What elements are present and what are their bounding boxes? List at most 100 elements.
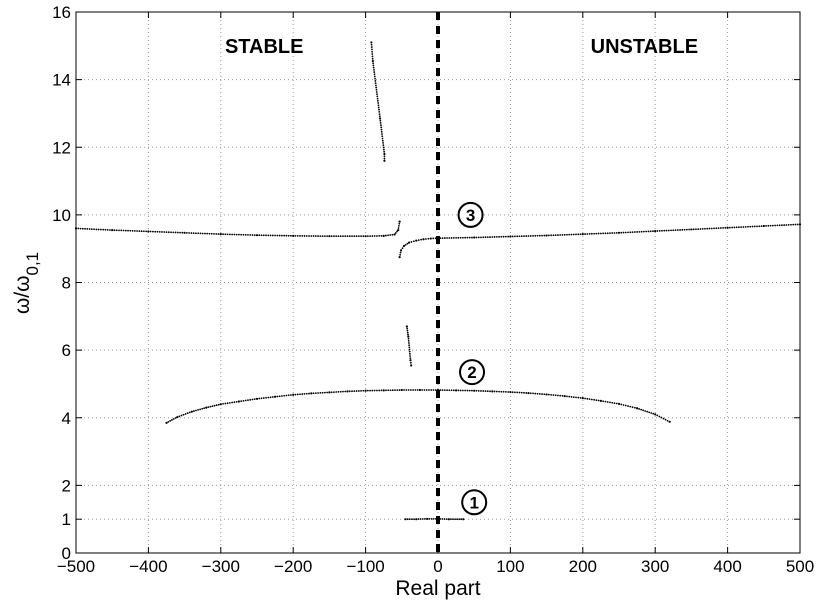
data-point: [171, 419, 173, 421]
data-point: [384, 234, 387, 237]
data-point: [292, 393, 295, 396]
y-axis-label: ω/ω0,1: [11, 252, 42, 314]
data-point: [484, 236, 487, 239]
data-point: [169, 420, 172, 422]
data-point: [570, 233, 573, 236]
data-point: [201, 232, 204, 235]
data-point: [385, 389, 387, 392]
data-point: [638, 230, 641, 233]
y-tick-label: 16: [52, 3, 71, 22]
region-labels: STABLE UNSTABLE: [225, 36, 698, 58]
data-point: [102, 228, 105, 231]
data-point: [372, 64, 375, 67]
data-point: [475, 236, 478, 239]
data-point: [371, 55, 374, 58]
data-point: [251, 398, 254, 401]
data-point: [383, 155, 386, 158]
data-point: [106, 228, 109, 231]
data-point: [504, 235, 507, 238]
data-point: [586, 397, 589, 400]
data-point: [379, 124, 382, 127]
data-point: [158, 230, 161, 233]
data-point: [330, 391, 333, 394]
data-point: [670, 229, 672, 232]
data-point: [604, 232, 607, 235]
data-point: [355, 390, 358, 392]
x-tick-label: 500: [786, 557, 814, 576]
data-point: [408, 518, 411, 521]
data-point: [398, 220, 401, 223]
data-point: [547, 234, 550, 237]
data-point: [382, 234, 385, 237]
data-point: [303, 235, 306, 237]
data-point: [559, 234, 562, 236]
data-point: [330, 235, 333, 238]
data-point: [432, 517, 435, 520]
data-point: [541, 234, 543, 237]
data-point: [371, 59, 374, 63]
data-point: [464, 389, 467, 392]
data-point: [276, 234, 279, 237]
y-tick-label: 8: [62, 274, 71, 293]
data-point: [554, 394, 557, 397]
data-point: [430, 389, 433, 391]
data-point: [609, 232, 611, 235]
data-point: [370, 41, 373, 44]
data-point: [462, 518, 465, 521]
data-point: [207, 406, 210, 409]
data-point: [399, 249, 403, 252]
data-point: [473, 236, 476, 239]
data-point: [606, 401, 609, 403]
data-point: [382, 144, 385, 147]
data-point: [381, 139, 384, 142]
data-point: [179, 231, 181, 234]
data-point: [446, 237, 448, 239]
data-point: [417, 239, 420, 242]
data-point: [561, 234, 564, 236]
ticks: −500 −400 −300 −200 −100 0 100 200 300 400 5000124…: [52, 3, 814, 576]
y-tick-label: 6: [62, 341, 71, 360]
data-point: [208, 232, 211, 235]
data-point: [406, 242, 409, 245]
data-point: [193, 410, 195, 412]
data-point: [666, 419, 669, 422]
data-point: [251, 234, 254, 236]
data-point: [527, 391, 530, 395]
data-point: [642, 230, 645, 233]
data-point: [240, 400, 243, 403]
data-point: [455, 236, 457, 239]
data-point: [247, 399, 249, 402]
data-point: [371, 389, 374, 392]
data-point: [606, 232, 609, 235]
data-point: [774, 224, 777, 227]
data-point: [728, 226, 731, 229]
data-point: [529, 392, 532, 395]
data-point: [376, 93, 378, 96]
data-point: [312, 235, 315, 237]
data-point: [713, 227, 715, 230]
data-point: [111, 228, 114, 232]
data-point: [633, 231, 636, 233]
data-point: [188, 232, 191, 234]
data-point: [461, 389, 464, 392]
data-point: [391, 233, 394, 236]
data-point: [242, 399, 245, 402]
data-point: [377, 104, 380, 107]
data-point: [371, 50, 374, 53]
data-point: [391, 389, 394, 392]
data-point: [118, 229, 120, 232]
data-point: [636, 231, 638, 233]
data-point: [425, 238, 427, 240]
data-point: [380, 130, 383, 133]
data-point: [271, 396, 274, 398]
data-point: [124, 229, 127, 232]
data-point: [360, 235, 362, 238]
data-point: [372, 62, 375, 65]
data-point: [323, 391, 326, 394]
data-point: [428, 517, 431, 520]
data-point: [376, 99, 379, 102]
data-point: [353, 390, 356, 393]
x-tick-label: −500: [57, 557, 95, 576]
data-point: [613, 402, 616, 405]
data-point: [672, 229, 675, 232]
